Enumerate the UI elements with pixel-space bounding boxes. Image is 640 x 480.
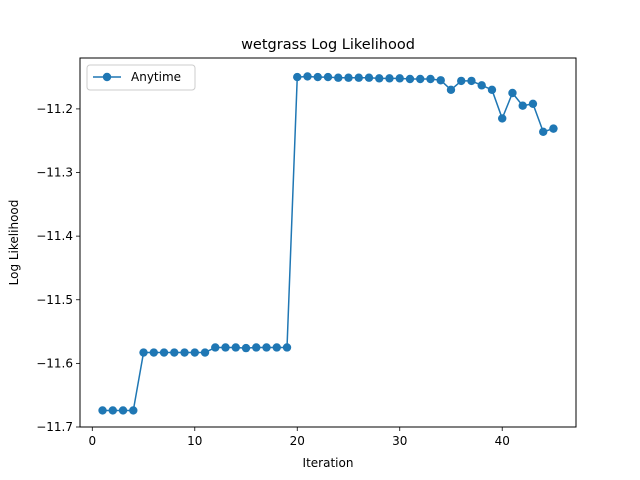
plot-area — [79, 57, 577, 428]
legend-marker-swatch — [102, 72, 112, 82]
x-tick-label: 30 — [392, 434, 407, 448]
data-point — [375, 74, 384, 83]
data-point — [323, 72, 333, 82]
data-point — [252, 343, 261, 352]
data-point — [303, 72, 312, 81]
data-point — [211, 343, 220, 352]
data-point — [293, 72, 302, 82]
y-tick-label: −11.4 — [36, 229, 73, 243]
axes-frame — [79, 57, 577, 428]
data-point — [241, 343, 251, 353]
data-point — [354, 73, 363, 82]
data-point — [98, 406, 107, 415]
data-point — [272, 343, 281, 352]
data-point — [518, 101, 527, 110]
data-point — [528, 99, 538, 109]
data-point — [364, 73, 374, 82]
data-point — [549, 124, 558, 133]
data-point — [426, 74, 435, 84]
data-point — [477, 81, 486, 90]
data-point — [344, 73, 353, 82]
chart-title: wetgrass Log Likelihood — [241, 37, 415, 53]
data-point — [467, 76, 476, 86]
data-point — [313, 72, 322, 82]
data-point — [129, 406, 138, 415]
y-tick-label: −11.5 — [36, 293, 73, 307]
data-point — [446, 85, 456, 95]
data-point — [139, 348, 148, 357]
data-point — [231, 343, 240, 352]
y-tick-label: −11.2 — [36, 102, 73, 116]
data-point — [282, 343, 292, 352]
data-point — [149, 348, 158, 357]
data-point — [416, 74, 425, 84]
y-tick-label: −11.3 — [36, 166, 73, 180]
data-point — [108, 406, 117, 415]
series-layer — [98, 72, 558, 415]
data-point — [498, 114, 507, 123]
data-point — [334, 73, 343, 82]
x-tick-label: 10 — [187, 434, 202, 448]
legend-entry-label: Anytime — [131, 70, 181, 84]
data-point — [436, 76, 445, 85]
x-tick-label: 20 — [290, 434, 305, 448]
x-axis-label: Iteration — [303, 456, 354, 470]
x-tick-label: 40 — [495, 434, 510, 448]
legend-box — [86, 64, 196, 91]
data-point — [395, 74, 404, 83]
data-point — [221, 343, 230, 352]
data-point — [508, 88, 517, 98]
y-axis-label: Log Likelihood — [7, 200, 21, 286]
data-point — [180, 348, 189, 357]
y-axis: −11.7 −11.6 −11.5 −11.4 −11.3 −11.2 — [36, 102, 80, 434]
data-point — [200, 348, 210, 357]
data-point — [118, 406, 128, 415]
x-axis: 0 10 20 30 40 — [88, 427, 510, 448]
legend: Anytime — [86, 64, 196, 91]
data-point — [539, 127, 548, 136]
data-point — [159, 348, 169, 357]
x-tick-label: 0 — [88, 434, 96, 448]
data-point — [190, 348, 199, 357]
data-point — [457, 76, 466, 86]
data-point — [487, 85, 497, 95]
data-point — [170, 348, 179, 357]
y-tick-label: −11.6 — [36, 356, 73, 370]
data-point — [405, 74, 415, 84]
y-tick-label: −11.7 — [36, 420, 73, 434]
data-point — [262, 343, 271, 352]
series-line-anytime — [102, 75, 554, 412]
data-point — [385, 74, 394, 83]
